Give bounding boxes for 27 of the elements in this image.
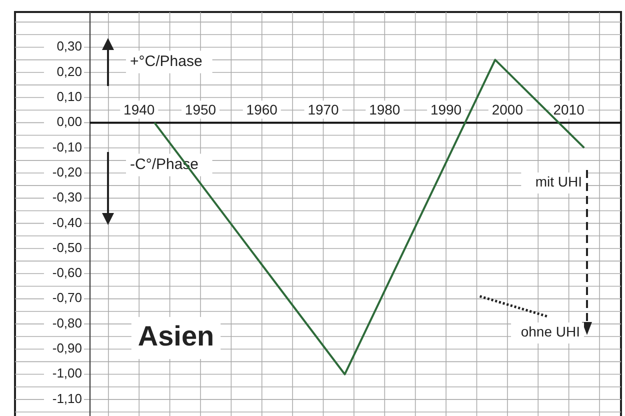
y-tick-label: 0,20 [56, 64, 82, 79]
y-tick-label: -0,40 [52, 214, 82, 230]
y-tick-label: 0,30 [56, 38, 82, 54]
y-tick-label: -0,50 [52, 240, 82, 255]
x-tick-label: 1990 [430, 102, 462, 118]
y-tick-label: 0,00 [56, 114, 82, 130]
y-tick-label: 0,10 [56, 88, 82, 104]
annotation: Asien [138, 320, 214, 352]
x-tick-label: 1950 [184, 102, 216, 118]
x-tick-label: 1940 [124, 102, 155, 118]
annotation: ohne UHI [520, 324, 580, 340]
x-tick-label: 1980 [369, 102, 400, 118]
y-tick-label: -0,90 [52, 340, 82, 356]
y-tick-label: -0,80 [52, 315, 82, 330]
y-tick-label: -1,00 [52, 366, 82, 381]
x-tick-label: 2000 [492, 102, 524, 118]
y-tick-label: -1,10 [52, 390, 82, 406]
x-tick-label: 2010 [553, 102, 585, 118]
x-tick-label: 1960 [246, 102, 278, 118]
y-tick-label: -0,20 [52, 164, 82, 180]
y-tick-label: -0,60 [52, 265, 82, 280]
y-tick-label: -0,30 [52, 190, 82, 205]
annotation: +°C/Phase [130, 52, 202, 70]
x-tick-label: 1970 [308, 102, 340, 118]
annotation: mit UHI [535, 174, 582, 190]
y-tick-label: -0,70 [52, 290, 82, 306]
y-tick-label: -0,10 [52, 139, 82, 154]
